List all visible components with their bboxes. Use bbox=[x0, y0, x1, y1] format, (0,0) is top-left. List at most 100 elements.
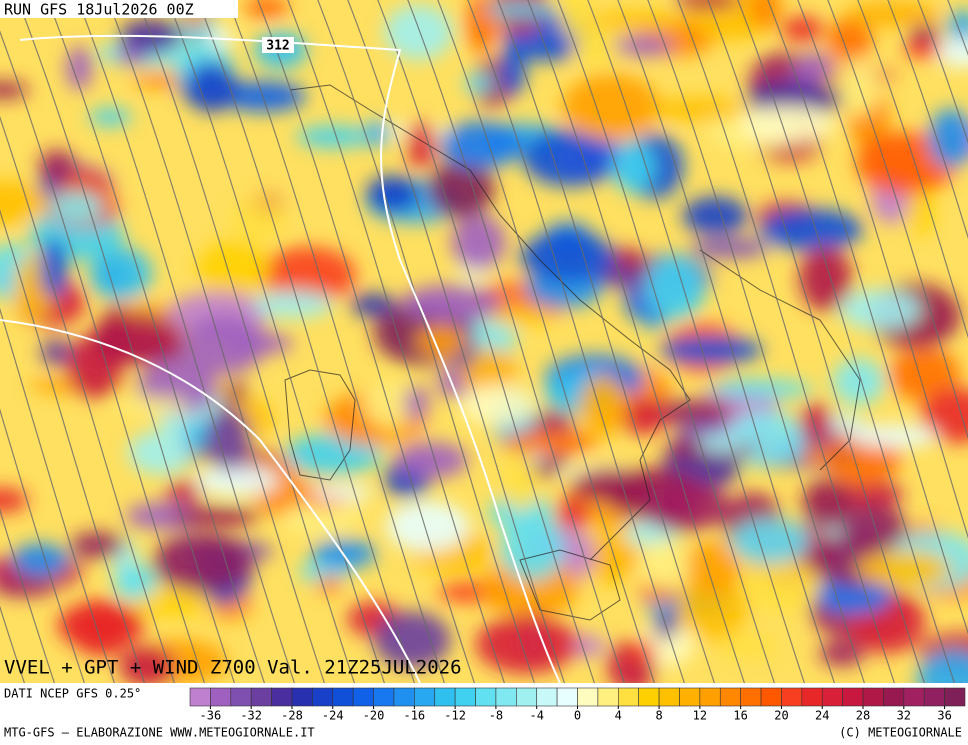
field-blob bbox=[739, 104, 837, 144]
field-blob bbox=[350, 293, 397, 317]
colorbar-tick-label: 12 bbox=[693, 709, 707, 723]
streamline bbox=[707, 0, 926, 683]
field-blob bbox=[800, 444, 827, 468]
colorbar-swatch bbox=[189, 687, 211, 707]
field-blob bbox=[115, 564, 157, 599]
field-blob bbox=[500, 41, 526, 97]
streamline bbox=[407, 0, 626, 683]
field-blob bbox=[855, 550, 951, 588]
field-blob bbox=[730, 518, 810, 564]
field-blob bbox=[197, 240, 271, 299]
contour-label-bg bbox=[262, 37, 294, 53]
field-blob bbox=[920, 387, 968, 444]
colorbar: -36 -32 -28 -24 -20 -16 -12 -8 -4 0 4 8 12 16 20 24 28 32… bbox=[189, 687, 966, 723]
field-blob bbox=[69, 599, 134, 657]
field-blob bbox=[463, 73, 494, 94]
colorbar-swatch bbox=[883, 687, 905, 707]
colorbar-swatch bbox=[495, 687, 517, 707]
colorbar-swatch bbox=[862, 687, 884, 707]
streamline bbox=[17, 0, 236, 683]
colorbar-swatch bbox=[393, 687, 415, 707]
streamline bbox=[77, 0, 296, 683]
field-blob bbox=[66, 45, 93, 91]
field-blob bbox=[579, 375, 628, 437]
field-blob bbox=[759, 208, 863, 252]
field-blob bbox=[38, 149, 76, 184]
colorbar-swatch bbox=[536, 687, 558, 707]
field-blob bbox=[639, 480, 730, 532]
field-blob bbox=[617, 397, 668, 435]
field-blob bbox=[0, 180, 48, 225]
colorbar-swatch bbox=[842, 687, 864, 707]
colorbar-tick-label: 32 bbox=[897, 709, 911, 723]
field-blob bbox=[690, 237, 771, 259]
field-blob bbox=[365, 120, 391, 148]
field-blob bbox=[837, 59, 881, 116]
colorbar-swatch bbox=[740, 687, 762, 707]
island bbox=[284, 369, 356, 481]
field-blob bbox=[835, 480, 904, 509]
wind-streamlines bbox=[0, 0, 968, 683]
field-blob bbox=[642, 307, 667, 330]
colorbar-swatch bbox=[414, 687, 436, 707]
field-blob bbox=[244, 0, 289, 18]
streamline bbox=[797, 0, 968, 539]
field-blob bbox=[204, 407, 251, 471]
colorbar-swatch bbox=[475, 687, 497, 707]
streamline bbox=[557, 0, 776, 683]
colorbar-swatch bbox=[658, 687, 680, 707]
field-blob bbox=[644, 254, 706, 321]
field-blob bbox=[11, 542, 70, 578]
field-blob bbox=[844, 1, 941, 28]
field-blob bbox=[584, 11, 685, 32]
field-blob bbox=[659, 335, 763, 365]
field-blob bbox=[182, 315, 266, 375]
geopotential-contour bbox=[0, 319, 421, 683]
field-blob bbox=[485, 1, 555, 18]
field-blob bbox=[846, 424, 939, 448]
field-blob bbox=[916, 649, 968, 683]
streamline bbox=[617, 0, 836, 683]
field-blob bbox=[611, 141, 656, 193]
streamline bbox=[677, 0, 896, 683]
field-blob bbox=[799, 246, 852, 311]
colorbar-swatch bbox=[781, 687, 803, 707]
field-blob bbox=[555, 496, 590, 530]
field-blob bbox=[802, 478, 853, 529]
field-blob bbox=[309, 483, 374, 501]
colorbar-tick-label: 24 bbox=[815, 709, 829, 723]
colorbar-tick-label: 28 bbox=[856, 709, 870, 723]
geopotential-contour bbox=[19, 34, 561, 683]
field-blob bbox=[626, 638, 654, 662]
field-blob bbox=[404, 385, 429, 421]
colorbar-swatch bbox=[679, 687, 701, 707]
run-label-bg bbox=[0, 0, 238, 18]
field-blob bbox=[373, 611, 451, 669]
field-blob bbox=[711, 379, 814, 399]
island bbox=[519, 549, 621, 621]
field-blob bbox=[400, 284, 503, 323]
streamline bbox=[737, 0, 956, 683]
colorbar-swatch bbox=[250, 687, 272, 707]
colorbar-swatch bbox=[821, 687, 843, 707]
field-blob bbox=[406, 120, 436, 169]
streamline bbox=[227, 0, 446, 683]
field-blob bbox=[88, 107, 132, 127]
map-title: VVEL + GPT + WIND Z700 Val. 21Z25JUL2026 bbox=[4, 657, 462, 679]
streamline bbox=[0, 408, 86, 683]
field-blob bbox=[715, 633, 778, 659]
field-blob bbox=[832, 358, 885, 406]
colorbar-swatch bbox=[944, 687, 966, 707]
field-blob bbox=[165, 480, 203, 503]
streamline bbox=[167, 0, 386, 683]
colorbar-swatch bbox=[434, 687, 456, 707]
field-blob bbox=[69, 532, 125, 559]
colorbar-tick-label: 0 bbox=[574, 709, 581, 723]
field-blob bbox=[88, 246, 153, 301]
field-blob bbox=[781, 16, 824, 42]
streamline bbox=[587, 0, 806, 683]
streamline bbox=[197, 0, 416, 683]
field-blob bbox=[933, 35, 968, 68]
footer-right: (C) METEOGIORNALE bbox=[839, 726, 962, 740]
